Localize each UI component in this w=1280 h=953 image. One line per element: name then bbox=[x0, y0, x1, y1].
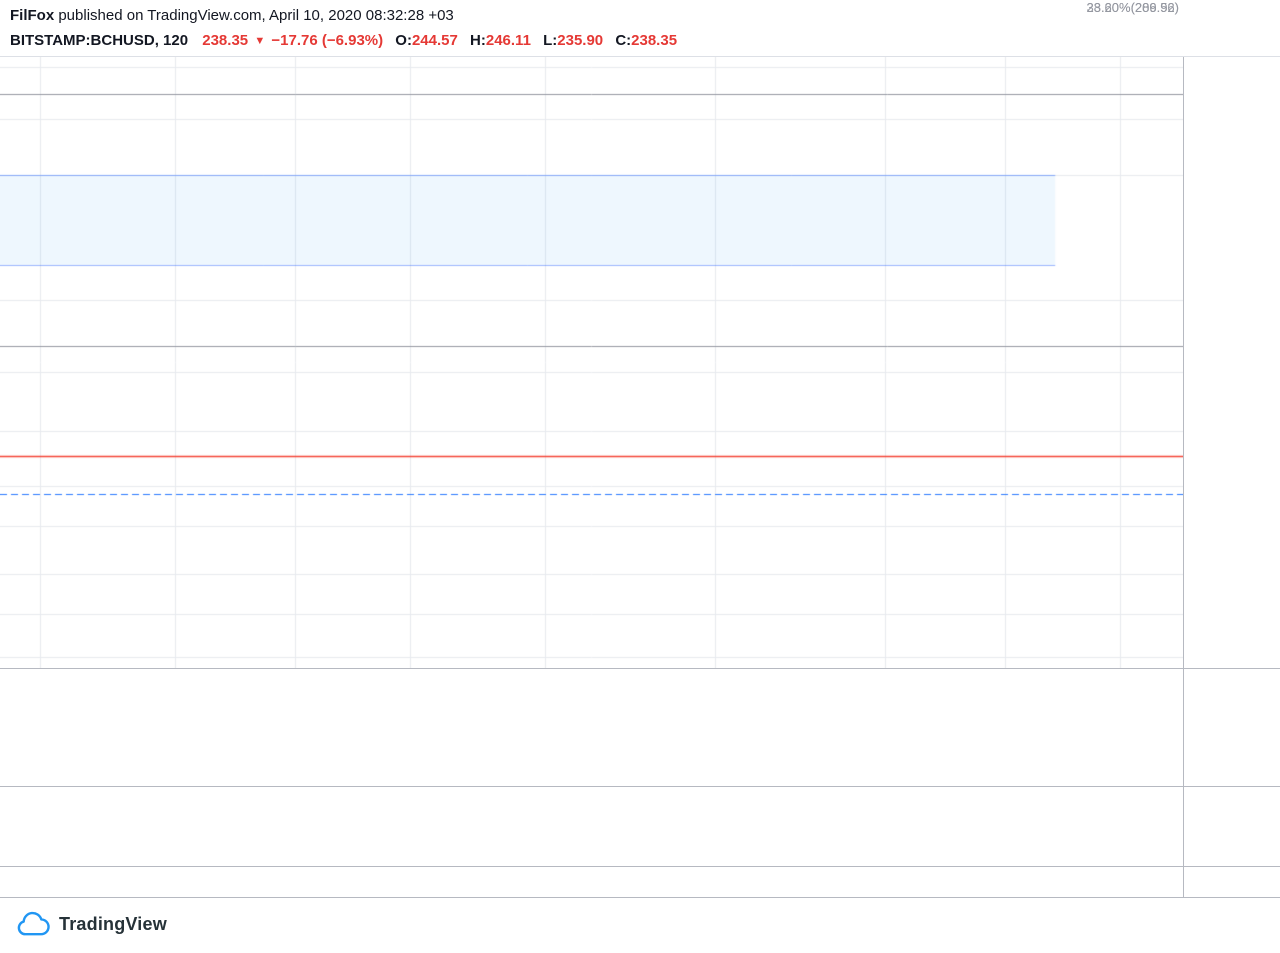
macd-panel-canvas[interactable] bbox=[0, 788, 300, 938]
low-value: 235.90 bbox=[557, 32, 604, 49]
publish-header: FilFox published on TradingView.com, Apr… bbox=[10, 7, 454, 24]
low-label: L: bbox=[543, 32, 558, 49]
brand-name: TradingView bbox=[59, 913, 167, 934]
high-value: 246.11 bbox=[485, 32, 531, 49]
publish-meta: published on TradingView.com, April 10, … bbox=[54, 7, 454, 24]
price-change: −17.76 (−6.93%) bbox=[271, 32, 384, 49]
tradingview-cloud-logo-icon bbox=[17, 911, 50, 936]
price-chart-canvas[interactable] bbox=[0, 57, 1183, 668]
price-down-arrow-icon: ▼ bbox=[254, 35, 266, 47]
panel-divider bbox=[0, 786, 1280, 787]
symbol-legend: BITSTAMP:BCHUSD, 120 238.35 ▼ −17.76 (−6… bbox=[10, 32, 677, 49]
brand-footer[interactable]: TradingView bbox=[14, 910, 167, 938]
panel-divider bbox=[0, 897, 1280, 898]
open-value: 244.57 bbox=[411, 32, 458, 49]
close-label: C: bbox=[615, 32, 632, 49]
fib-retracement-label-382: 38.20%(289.52) bbox=[1086, 0, 1179, 15]
author-name: FilFox bbox=[10, 7, 55, 24]
symbol-interval[interactable]: BITSTAMP:BCHUSD, 120 bbox=[10, 32, 189, 49]
last-price: 238.35 bbox=[202, 32, 249, 49]
price-axis-border bbox=[1183, 57, 1184, 898]
panel-divider bbox=[0, 668, 1280, 669]
panel-divider bbox=[0, 56, 1280, 57]
open-label: O: bbox=[395, 32, 412, 49]
close-value: 238.35 bbox=[631, 32, 678, 49]
time-axis[interactable] bbox=[0, 867, 1183, 897]
high-label: H: bbox=[470, 32, 486, 49]
panel-divider bbox=[0, 866, 1280, 867]
fib-retracement-label-236: 23.60%(206.96) bbox=[1086, 0, 1179, 15]
price-axis[interactable] bbox=[1183, 57, 1280, 898]
